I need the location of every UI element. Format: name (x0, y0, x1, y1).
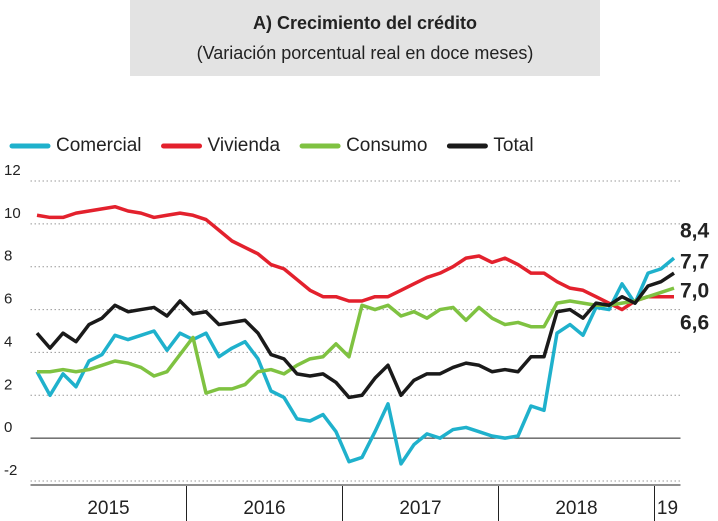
end-label: 7,0 (680, 280, 709, 303)
x-tick-label: 2017 (399, 498, 441, 519)
y-tick-label: -2 (4, 462, 17, 479)
series-line (36, 204, 674, 312)
x-tick-label: 2016 (243, 498, 285, 519)
legend-label: Consumo (346, 135, 427, 156)
y-tick-label: 6 (4, 291, 12, 308)
chart-title: A) Crecimiento del crédito (253, 13, 477, 33)
title-box (130, 0, 600, 76)
y-tick-label: 12 (4, 162, 21, 179)
end-label: 6,6 (680, 312, 709, 335)
y-tick-label: 0 (4, 419, 12, 436)
y-tick-label: 8 (4, 248, 12, 265)
y-tick-label: 2 (4, 376, 12, 393)
legend-label: Total (493, 135, 533, 156)
x-tick-label: 19 (657, 498, 678, 519)
legend-label: Vivienda (208, 135, 281, 156)
chart-subtitle: (Variación porcentual real en doce meses… (197, 43, 534, 63)
end-label: 7,7 (680, 251, 709, 274)
y-tick-label: 10 (4, 205, 21, 222)
series-line (35, 256, 676, 466)
series-line (35, 271, 675, 400)
y-tick-label: 4 (4, 333, 12, 350)
x-tick-label: 2015 (87, 498, 129, 519)
x-tick-label: 2018 (555, 498, 597, 519)
series-line (37, 286, 675, 395)
legend-label: Comercial (56, 135, 142, 156)
end-label: 8,4 (680, 220, 710, 243)
